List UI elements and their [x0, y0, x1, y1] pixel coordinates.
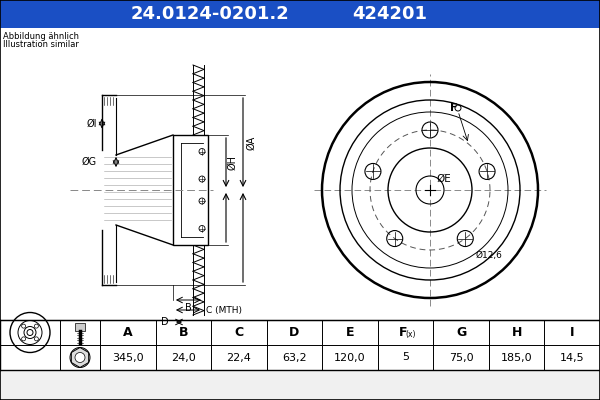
- Text: Illustration similar: Illustration similar: [3, 40, 79, 49]
- Text: ØI: ØI: [86, 118, 97, 128]
- Text: 24,0: 24,0: [171, 352, 196, 362]
- Circle shape: [22, 337, 26, 341]
- Text: 22,4: 22,4: [226, 352, 251, 362]
- Text: D: D: [289, 326, 299, 339]
- Circle shape: [34, 324, 38, 328]
- Text: C (MTH): C (MTH): [206, 306, 242, 314]
- Text: 75,0: 75,0: [449, 352, 473, 362]
- Text: ØH: ØH: [227, 155, 237, 170]
- Text: 5: 5: [402, 352, 409, 362]
- Circle shape: [34, 337, 38, 341]
- Text: H: H: [511, 326, 522, 339]
- Text: 63,2: 63,2: [282, 352, 307, 362]
- Text: 424201: 424201: [353, 5, 427, 23]
- Bar: [173, 135, 208, 245]
- Text: Abbildung ähnlich: Abbildung ähnlich: [3, 32, 79, 41]
- Text: B: B: [185, 303, 192, 313]
- Text: I: I: [570, 326, 574, 339]
- Text: 345,0: 345,0: [112, 352, 143, 362]
- Text: B: B: [179, 326, 188, 339]
- Text: D: D: [161, 317, 169, 327]
- Text: 14,5: 14,5: [560, 352, 584, 362]
- Circle shape: [70, 348, 90, 368]
- Text: (x): (x): [406, 330, 416, 338]
- Circle shape: [75, 352, 85, 362]
- Text: 185,0: 185,0: [501, 352, 532, 362]
- Bar: [0, 28, 600, 320]
- Text: Ø12,6: Ø12,6: [475, 250, 502, 260]
- Text: 24.0124-0201.2: 24.0124-0201.2: [131, 5, 289, 23]
- Circle shape: [22, 324, 26, 328]
- Text: ØE: ØE: [436, 174, 451, 184]
- Bar: [0, 0, 600, 28]
- Text: A: A: [123, 326, 133, 339]
- Text: F: F: [450, 103, 458, 113]
- Text: ØG: ØG: [82, 157, 97, 167]
- Text: 120,0: 120,0: [334, 352, 366, 362]
- Text: F: F: [400, 326, 408, 339]
- Text: ØA: ØA: [246, 135, 256, 150]
- Text: E: E: [346, 326, 354, 339]
- Text: C: C: [235, 326, 244, 339]
- Bar: [0, 320, 600, 370]
- Text: G: G: [456, 326, 466, 339]
- Bar: [75, 322, 85, 330]
